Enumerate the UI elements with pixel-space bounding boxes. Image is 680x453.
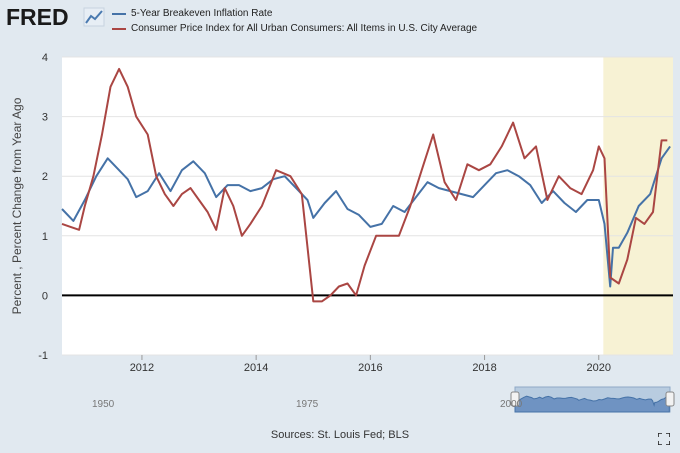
series-line-0[interactable] (61, 145, 671, 288)
y-tick-label: 0 (42, 290, 48, 302)
navigator-year-label: 1950 (92, 399, 115, 410)
y-tick-label: 1 (42, 231, 48, 243)
fred-chart-icon (83, 7, 105, 27)
legend-swatch-cpi (112, 27, 126, 30)
fullscreen-icon[interactable] (658, 433, 670, 445)
x-tick-label: 2018 (472, 362, 496, 374)
series-line-1[interactable] (61, 67, 668, 303)
legend-label-breakeven: 5-Year Breakeven Inflation Rate (131, 8, 273, 19)
navigator-handle-right[interactable] (665, 391, 675, 407)
fred-wordmark: FRED (6, 4, 69, 30)
y-tick-label: 2 (42, 171, 48, 183)
y-axis-label: Percent , Percent Change from Year Ago (10, 97, 24, 314)
legend-label-cpi: Consumer Price Index for All Urban Consu… (131, 23, 478, 34)
navigator-year-label: 2000 (500, 399, 523, 410)
legend-item-breakeven[interactable]: 5-Year Breakeven Inflation Rate (112, 6, 477, 21)
navigator-year-label: 1975 (296, 399, 319, 410)
fred-logo: FRED (6, 4, 105, 30)
x-tick-label: 2020 (587, 362, 611, 374)
x-tick-label: 2014 (244, 362, 268, 374)
x-tick-label: 2016 (358, 362, 382, 374)
y-tick-label: 3 (42, 112, 48, 124)
navigator-handle-left[interactable] (510, 391, 520, 407)
y-tick-label: 4 (42, 52, 48, 64)
legend-item-cpi[interactable]: Consumer Price Index for All Urban Consu… (112, 21, 477, 36)
x-tick-label: 2012 (130, 362, 154, 374)
chart-legend: 5-Year Breakeven Inflation Rate Consumer… (112, 6, 477, 36)
navigator-series (514, 394, 670, 413)
legend-swatch-breakeven (112, 12, 126, 15)
sources-note: Sources: St. Louis Fed; BLS (270, 429, 410, 441)
y-tick-label: -1 (38, 350, 48, 362)
plot-area (62, 57, 673, 355)
